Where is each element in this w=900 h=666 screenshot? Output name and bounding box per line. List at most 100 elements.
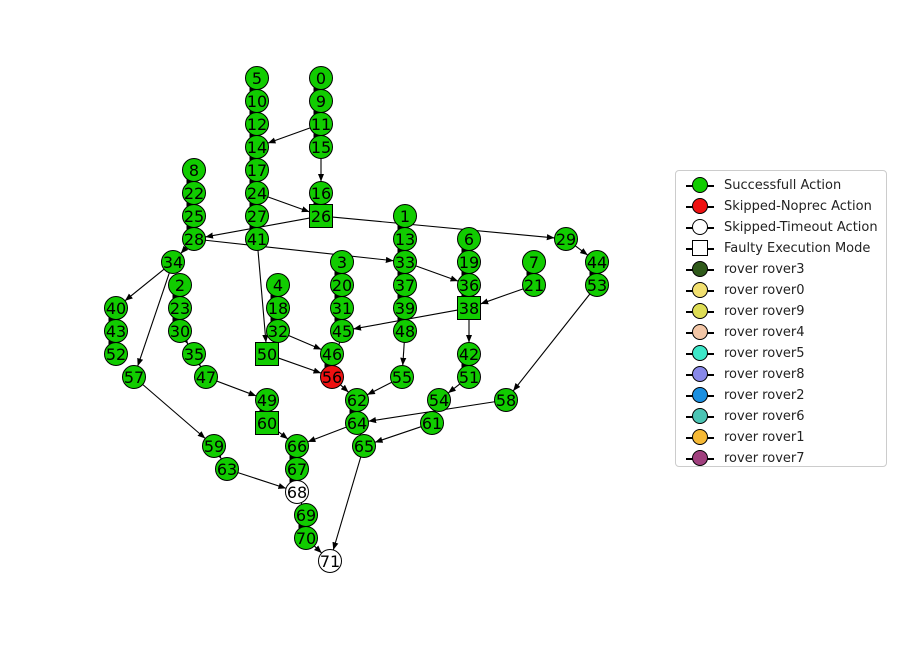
- node-41: 41: [245, 227, 269, 251]
- node-circle: [318, 549, 342, 573]
- node-15: 15: [309, 135, 333, 159]
- node-label: 56: [322, 368, 342, 387]
- legend-circle-marker: [684, 301, 716, 322]
- node-50: 50: [255, 342, 279, 366]
- legend-label: Skipped-Timeout Action: [724, 220, 878, 235]
- edge-33-36: [415, 265, 459, 282]
- node-label: 28: [184, 230, 204, 249]
- node-7: 7: [522, 250, 546, 274]
- edge-41-50: [257, 250, 269, 343]
- edge-47-49: [216, 380, 257, 397]
- node-circle: [320, 365, 344, 389]
- node-53: 53: [585, 273, 609, 297]
- node-label: 63: [217, 460, 237, 479]
- edge-32-46: [288, 335, 322, 350]
- node-label: 66: [287, 437, 307, 456]
- node-label: 58: [496, 391, 516, 410]
- node-label: 42: [459, 345, 479, 364]
- legend-label: rover rover4: [724, 325, 805, 340]
- node-label: 19: [459, 253, 479, 272]
- node-circle: [168, 319, 192, 343]
- node-31: 31: [330, 296, 354, 320]
- legend-label: rover rover5: [724, 346, 805, 361]
- node-circle: [215, 457, 239, 481]
- node-14: 14: [245, 135, 269, 159]
- node-circle: [285, 480, 309, 504]
- node-36: 36: [457, 273, 481, 297]
- node-label: 39: [395, 299, 415, 318]
- node-circle: [522, 273, 546, 297]
- node-label: 61: [422, 414, 442, 433]
- node-label: 22: [184, 184, 204, 203]
- node-38: 38: [457, 296, 481, 320]
- node-circle: [494, 388, 518, 412]
- node-label: 4: [273, 276, 283, 295]
- node-circle: [104, 342, 128, 366]
- node-61: 61: [420, 411, 444, 435]
- node-label: 60: [257, 414, 277, 433]
- node-label: 51: [459, 368, 479, 387]
- edge-21-38: [480, 288, 524, 305]
- node-37: 37: [393, 273, 417, 297]
- node-48: 48: [393, 319, 417, 343]
- node-label: 30: [170, 322, 190, 341]
- edges-layer: [124, 127, 591, 554]
- legend-item: rover rover3: [684, 259, 878, 280]
- node-circle: [182, 227, 206, 251]
- node-1: 1: [393, 204, 417, 228]
- node-28: 28: [182, 227, 206, 251]
- node-label: 68: [287, 483, 307, 502]
- node-circle: [393, 319, 417, 343]
- edge-28-34: [180, 245, 189, 254]
- legend-square-marker: [684, 238, 716, 259]
- legend-item: rover rover4: [684, 322, 878, 343]
- node-46: 46: [320, 342, 344, 366]
- node-circle: [330, 319, 354, 343]
- node-label: 1: [400, 207, 410, 226]
- node-24: 24: [245, 181, 269, 205]
- node-label: 70: [296, 529, 316, 548]
- node-label: 71: [320, 552, 340, 571]
- legend-label: rover rover3: [724, 262, 805, 277]
- node-0: 0: [309, 66, 333, 90]
- node-label: 47: [196, 368, 216, 387]
- node-52: 52: [104, 342, 128, 366]
- edge-11-14: [267, 127, 311, 144]
- node-55: 55: [390, 365, 414, 389]
- legend-circle-marker: [684, 427, 716, 448]
- node-11: 11: [309, 112, 333, 136]
- edge-51-54: [447, 383, 461, 394]
- node-circle: [427, 388, 451, 412]
- node-label: 45: [332, 322, 352, 341]
- legend-circle-marker: [684, 322, 716, 343]
- legend-circle-marker: [684, 196, 716, 217]
- node-label: 7: [529, 253, 539, 272]
- node-label: 25: [184, 207, 204, 226]
- node-label: 43: [106, 322, 126, 341]
- legend-circle-marker: [684, 406, 716, 427]
- legend-circle-marker: [684, 259, 716, 280]
- node-label: 6: [464, 230, 474, 249]
- legend-label: rover rover9: [724, 304, 805, 319]
- node-circle: [352, 434, 376, 458]
- node-60: 60: [255, 411, 279, 435]
- legend-label: rover rover0: [724, 283, 805, 298]
- node-68: 68: [285, 480, 309, 504]
- edge-29-44: [574, 245, 589, 256]
- edge-34-40: [124, 268, 165, 302]
- node-label: 57: [124, 368, 144, 387]
- node-circle: [390, 365, 414, 389]
- node-59: 59: [202, 434, 226, 458]
- node-66: 66: [285, 434, 309, 458]
- edge-55-62: [366, 381, 393, 396]
- node-label: 49: [257, 391, 277, 410]
- node-13: 13: [393, 227, 417, 251]
- node-label: 15: [311, 138, 331, 157]
- node-label: 23: [170, 299, 190, 318]
- legend-item: rover rover2: [684, 385, 878, 406]
- node-label: 34: [163, 253, 183, 272]
- legend-circle-marker: [684, 448, 716, 469]
- edge-28-33: [205, 239, 394, 263]
